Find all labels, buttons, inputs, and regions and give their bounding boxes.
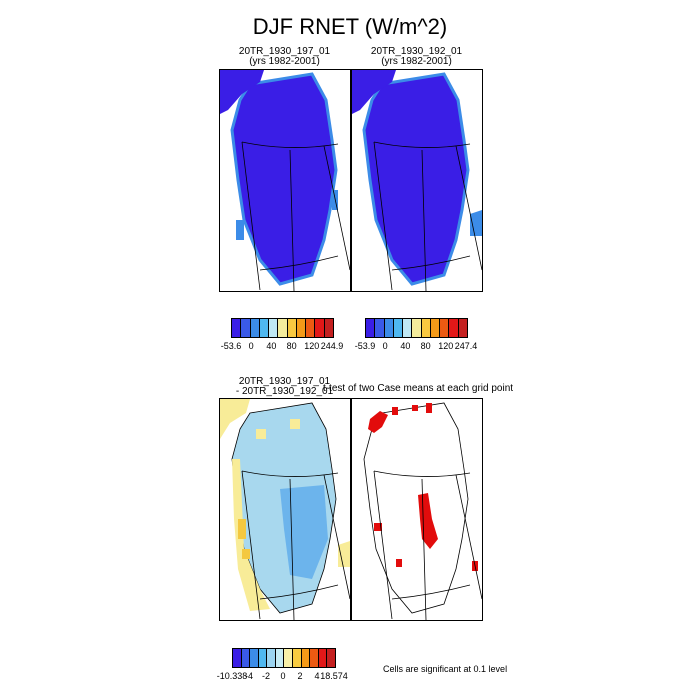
colorbar-diff-swatch xyxy=(267,649,276,667)
colorbar-case1-swatch xyxy=(315,319,325,337)
colorbar-case2-swatch xyxy=(421,319,431,337)
colorbar-diff-swatch xyxy=(293,649,302,667)
diff-line1: 20TR_1930_197_01 xyxy=(238,376,331,387)
colorbar-case1-swatch xyxy=(296,319,307,337)
iceland-landmass-case2 xyxy=(470,210,482,236)
colorbar-case1-tick-label: -53.6 xyxy=(220,341,242,351)
ellesmere-landmass-case2 xyxy=(352,70,396,114)
colorbar-case2-swatch xyxy=(393,319,404,337)
significance-note: Cells are significant at 0.1 level xyxy=(383,664,508,674)
colorbar-case1-tick-label: 80 xyxy=(286,341,297,351)
panel-title-diff: 20TR_1930_197_01 - 20TR_1930_192_01 xyxy=(219,377,350,397)
diff-orange-cells xyxy=(238,519,250,559)
map-panel-ttest xyxy=(351,398,483,621)
colorbar-case2-tick-label: 247.4 xyxy=(454,341,478,351)
colorbar-case1-swatch xyxy=(324,319,333,337)
significant-cells-north xyxy=(368,403,432,433)
colorbar-case2-tick-label: 0 xyxy=(382,341,388,351)
map-panel-diff xyxy=(219,398,351,621)
grid-lines-diff xyxy=(241,470,350,620)
colorbar-case1-ticks: -53.6 0 40 80 120 244.9 xyxy=(221,341,344,353)
colorbar-diff-tick-label: -4 xyxy=(244,671,253,681)
colorbar-case2 xyxy=(365,318,468,338)
panel-title-case1: 20TR_1930_197_01 (yrs 1982-2001) xyxy=(219,47,350,67)
colorbar-case2-swatch xyxy=(458,319,467,337)
colorbar-case1-tick-label: 0 xyxy=(248,341,254,351)
greenland-landmass-case1 xyxy=(230,72,338,286)
case1-name: 20TR_1930_197_01 xyxy=(238,46,331,57)
colorbar-case2-swatch xyxy=(430,319,441,337)
colorbar-diff-swatch xyxy=(275,649,285,667)
colorbar-case1-tick-label: 120 xyxy=(304,341,320,351)
colorbar-case2-tick-label: -53.9 xyxy=(354,341,376,351)
colorbar-case1-swatch xyxy=(241,319,251,337)
map-panel-case1 xyxy=(219,69,351,292)
case1-years: (yrs 1982-2001) xyxy=(249,56,320,67)
diff-iceland xyxy=(338,541,350,567)
figure-title: DJF RNET (W/m^2) xyxy=(252,14,448,39)
colorbar-case1-swatch xyxy=(278,319,288,337)
colorbar-case2-swatch xyxy=(403,319,413,337)
colorbar-case1-swatch xyxy=(269,319,279,337)
ttest-title: t-test of two Case means at each grid po… xyxy=(322,383,514,394)
diff-line2: - 20TR_1930_192_01 xyxy=(235,386,334,397)
colorbar-diff-tick-label: 0 xyxy=(280,671,286,681)
colorbar-case1-tick-label: 40 xyxy=(266,341,277,351)
colorbar-diff xyxy=(232,648,336,668)
colorbar-diff-swatch xyxy=(301,649,311,667)
colorbar-case2-swatch xyxy=(366,319,376,337)
colorbar-diff-tick-label: 18.574 xyxy=(320,671,348,681)
colorbar-case2-swatch xyxy=(412,319,422,337)
greenland-outline-ttest xyxy=(363,402,469,614)
colorbar-case1-swatch xyxy=(306,319,316,337)
colorbar-case1 xyxy=(231,318,334,338)
colorbar-case2-tick-label: 40 xyxy=(400,341,411,351)
colorbar-diff-swatch xyxy=(284,649,294,667)
colorbar-case1-tick-label: 244.9 xyxy=(320,341,344,351)
colorbar-diff-swatch xyxy=(241,649,251,667)
grid-lines-case2 xyxy=(373,141,482,291)
colorbar-diff-swatch xyxy=(250,649,259,667)
colorbar-case1-swatch xyxy=(287,319,297,337)
colorbar-diff-tick-label: 4 xyxy=(314,671,320,681)
colorbar-case2-swatch xyxy=(440,319,450,337)
colorbar-case2-tick-label: 120 xyxy=(438,341,454,351)
case2-years: (yrs 1982-2001) xyxy=(381,56,452,67)
colorbar-case1-swatch xyxy=(250,319,260,337)
colorbar-case2-ticks: -53.9 0 40 80 120 247.4 xyxy=(355,341,478,353)
colorbar-diff-swatch xyxy=(327,649,335,667)
colorbar-case1-swatch xyxy=(259,319,270,337)
grid-lines-ttest xyxy=(373,470,482,620)
map-panel-case2 xyxy=(351,69,483,292)
grid-lines-case1 xyxy=(241,141,350,291)
greenland-landmass-case2 xyxy=(362,72,470,286)
colorbar-case2-swatch xyxy=(449,319,459,337)
panel-title-ttest: t-test of two Case means at each grid po… xyxy=(318,384,518,394)
colorbar-diff-tick-label: -10.338 xyxy=(216,671,248,681)
colorbar-diff-swatch xyxy=(318,649,328,667)
colorbar-diff-tick-label: -2 xyxy=(261,671,270,681)
diff-yellow-patches-north xyxy=(220,399,300,439)
colorbar-case1-swatch xyxy=(232,319,242,337)
case2-name: 20TR_1930_192_01 xyxy=(370,46,463,57)
colorbar-case2-swatch xyxy=(375,319,385,337)
colorbar-case2-swatch xyxy=(384,319,394,337)
ellesmere-landmass-case1 xyxy=(220,70,264,114)
colorbar-diff-swatch xyxy=(258,649,268,667)
colorbar-case2-tick-label: 80 xyxy=(420,341,431,351)
panel-title-case2: 20TR_1930_192_01 (yrs 1982-2001) xyxy=(351,47,482,67)
colorbar-diff-ticks: -10.338 -4 -2 0 2 4 18.574 xyxy=(217,671,348,683)
colorbar-diff-swatch xyxy=(310,649,319,667)
diff-warm-cells-west xyxy=(232,459,270,611)
colorbar-diff-swatch xyxy=(233,649,242,667)
colorbar-diff-tick-label: 2 xyxy=(297,671,303,681)
significant-cells-scattered xyxy=(374,523,478,571)
